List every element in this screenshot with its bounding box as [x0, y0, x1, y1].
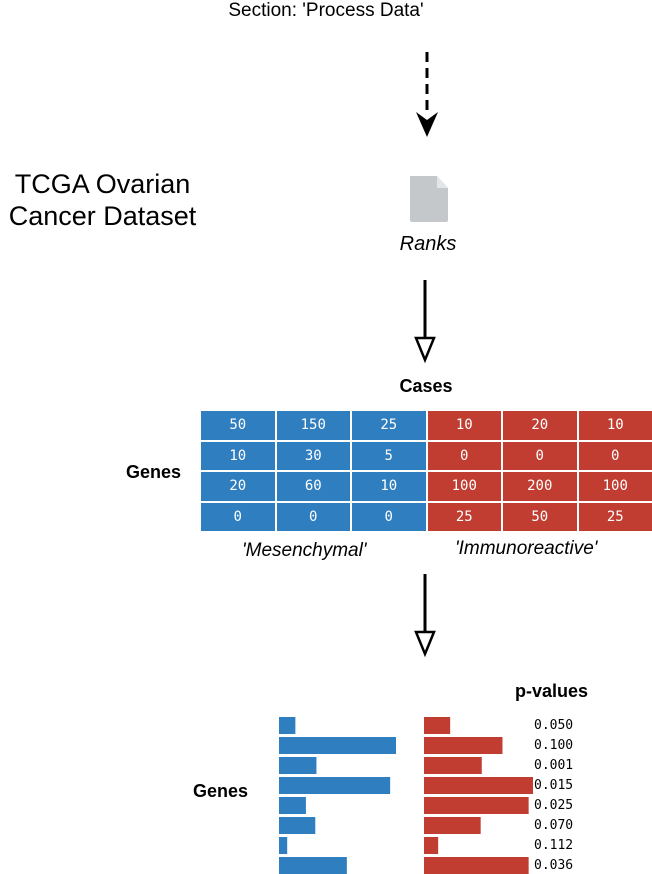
- red-bar: [424, 837, 439, 854]
- red-bar: [424, 797, 529, 814]
- blue-bar: [279, 857, 347, 874]
- matrix-cell: 0: [276, 502, 350, 531]
- matrix-cell: 0: [201, 502, 275, 531]
- blue-bar: [279, 817, 316, 834]
- matrix-cell: 25: [352, 411, 426, 440]
- blue-bar: [279, 737, 396, 754]
- red-bar: [424, 777, 533, 794]
- red-bar: [424, 757, 482, 774]
- dataset-title-line2: Cancer Dataset: [8, 201, 197, 231]
- matrix-cell: 50: [201, 411, 275, 440]
- matrix-cell: 50: [503, 502, 577, 531]
- red-bar-group: [424, 717, 533, 874]
- pvalue-item: 0.001: [534, 758, 574, 773]
- dataset-title-line1: TCGA Ovarian: [14, 169, 191, 199]
- matrix-cell: 10: [578, 411, 652, 440]
- matrix-cell: 0: [352, 502, 426, 531]
- matrix-cell: 10: [352, 472, 426, 501]
- pvalue-item: 0.036: [534, 858, 574, 873]
- blue-bar: [279, 757, 317, 774]
- pvalues-title: p-values: [515, 681, 589, 701]
- blue-bar: [279, 797, 306, 814]
- immunoreactive-label: 'Immunoreactive': [455, 538, 598, 559]
- pvalue-item: 0.050: [534, 718, 574, 733]
- red-bar: [424, 857, 529, 874]
- arrow-matrix-to-bars: [414, 574, 436, 658]
- file-icon: [410, 176, 448, 222]
- blue-bar: [279, 837, 288, 854]
- pvalue-item: 0.100: [534, 738, 574, 753]
- mesenchymal-label: 'Mesenchymal': [242, 540, 367, 561]
- matrix-cell: 150: [276, 411, 350, 440]
- matrix-cell: 10: [201, 441, 275, 470]
- blue-bar: [279, 777, 391, 794]
- pvalue-item: 0.070: [534, 818, 574, 833]
- blue-bar-group: [279, 717, 396, 874]
- matrix-cell: 20: [201, 472, 275, 501]
- matrix-genes-label: Genes: [126, 462, 182, 482]
- red-bar: [424, 717, 451, 734]
- dashed-arrow: [416, 52, 438, 137]
- matrix-cell: 100: [427, 472, 501, 501]
- pvalue-item: 0.112: [534, 838, 574, 853]
- matrix-cell: 10: [427, 411, 501, 440]
- section-title: Section: 'Process Data': [228, 0, 424, 21]
- ranks-label: Ranks: [399, 233, 457, 255]
- bars-genes-label: Genes: [193, 781, 249, 801]
- blue-bar: [279, 717, 296, 734]
- arrow-ranks-to-matrix: [414, 280, 436, 364]
- matrix-cell: 5: [352, 441, 426, 470]
- matrix-cell: 25: [578, 502, 652, 531]
- dataset-title: TCGA Ovarian Cancer Dataset: [0, 168, 205, 232]
- matrix-cell: 30: [276, 441, 350, 470]
- matrix-cell: 20: [503, 411, 577, 440]
- matrix-cell: 200: [503, 472, 577, 501]
- matrix-cell: 0: [503, 441, 577, 470]
- red-bar: [424, 737, 503, 754]
- matrix-cell: 0: [578, 441, 652, 470]
- pvalue-item: 0.025: [534, 798, 574, 813]
- matrix-cell: 0: [427, 441, 501, 470]
- pvalue-item: 0.015: [534, 778, 574, 793]
- cases-label: Cases: [399, 376, 453, 396]
- matrix-cell: 25: [427, 502, 501, 531]
- expression-matrix: 50 150 25 10 20 10 10 30 5 0 0 0 20 60 10 100 200 100 0 0 0 2…: [200, 410, 652, 532]
- matrix-cell: 100: [578, 472, 652, 501]
- matrix-cell: 60: [276, 472, 350, 501]
- red-bar: [424, 817, 481, 834]
